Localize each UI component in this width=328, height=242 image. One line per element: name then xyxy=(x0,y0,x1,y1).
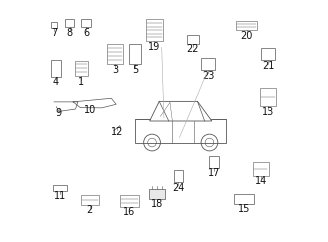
Text: 16: 16 xyxy=(123,207,135,217)
Bar xyxy=(146,19,163,41)
Text: 9: 9 xyxy=(56,108,62,118)
Bar xyxy=(65,19,74,27)
Bar xyxy=(120,195,139,207)
Text: 20: 20 xyxy=(240,31,253,41)
Text: 7: 7 xyxy=(51,29,57,38)
Text: 15: 15 xyxy=(238,204,250,214)
Bar xyxy=(174,170,183,182)
Text: 23: 23 xyxy=(202,71,215,81)
Text: 3: 3 xyxy=(112,65,118,75)
Bar xyxy=(53,185,67,191)
Text: 8: 8 xyxy=(67,29,72,38)
Text: 19: 19 xyxy=(148,42,161,52)
Bar xyxy=(75,60,88,76)
Text: 1: 1 xyxy=(78,77,85,87)
Bar xyxy=(253,162,269,176)
Bar xyxy=(260,88,276,106)
Text: 6: 6 xyxy=(83,28,89,38)
Polygon shape xyxy=(150,101,212,121)
Text: 2: 2 xyxy=(87,205,93,215)
Bar xyxy=(149,189,165,199)
Text: 10: 10 xyxy=(84,105,96,115)
Bar xyxy=(210,156,219,168)
Text: 17: 17 xyxy=(208,168,220,178)
Text: 22: 22 xyxy=(186,44,199,54)
Bar xyxy=(135,119,226,143)
Bar xyxy=(81,195,99,205)
Bar xyxy=(261,48,275,60)
Text: 24: 24 xyxy=(172,182,185,192)
Text: 18: 18 xyxy=(151,199,163,209)
Bar xyxy=(107,44,123,64)
Bar xyxy=(201,58,215,69)
Bar xyxy=(234,194,254,204)
Bar xyxy=(236,21,257,30)
Text: 12: 12 xyxy=(111,128,124,137)
Bar xyxy=(187,35,199,45)
Text: 4: 4 xyxy=(53,77,59,87)
Bar xyxy=(51,60,61,77)
Bar xyxy=(51,22,57,28)
Text: 21: 21 xyxy=(262,61,274,71)
Bar xyxy=(129,44,141,64)
Text: 11: 11 xyxy=(54,191,66,201)
Bar xyxy=(81,19,91,27)
Text: 14: 14 xyxy=(255,176,267,186)
Text: 5: 5 xyxy=(132,65,138,75)
Text: 13: 13 xyxy=(262,107,274,117)
